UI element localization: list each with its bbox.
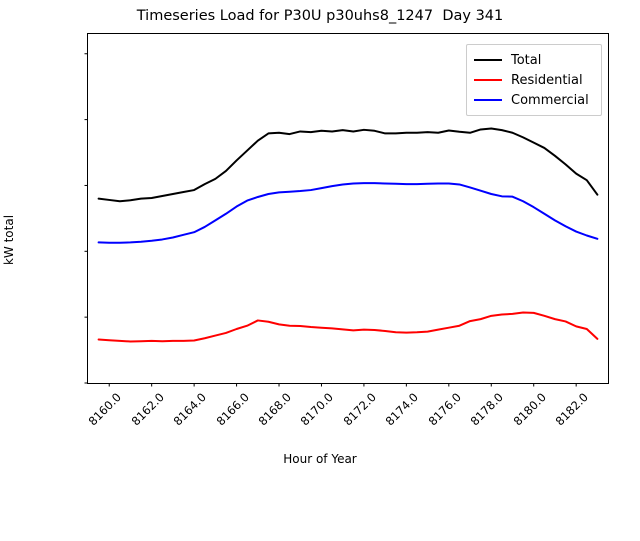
legend-item-total: Total — [474, 50, 594, 70]
chart-figure: Timeseries Load for P30U p30uhs8_1247 Da… — [2, 8, 609, 466]
legend-item-residential: Residential — [474, 70, 594, 90]
legend-swatch-commercial — [474, 99, 502, 101]
data-series-group — [97, 127, 599, 343]
legend-swatch-residential — [474, 79, 502, 81]
chart-title: Timeseries Load for P30U p30uhs8_1247 Da… — [136, 8, 504, 24]
x-axis-label: Hour of Year — [283, 452, 357, 466]
legend-swatch-total — [474, 59, 502, 61]
plot-area — [84, 33, 609, 387]
axis-tick-marks — [84, 53, 577, 387]
axes-frame — [87, 33, 609, 384]
legend-label-residential: Residential — [511, 72, 583, 88]
legend-label-total: Total — [511, 52, 542, 68]
series-line-residential — [97, 311, 599, 343]
series-line-commercial — [97, 182, 599, 244]
legend-label-commercial: Commercial — [511, 92, 589, 108]
legend-item-commercial: Commercial — [474, 90, 594, 110]
series-line-total — [97, 127, 599, 203]
chart-legend: Total Residential Commercial — [466, 44, 602, 116]
